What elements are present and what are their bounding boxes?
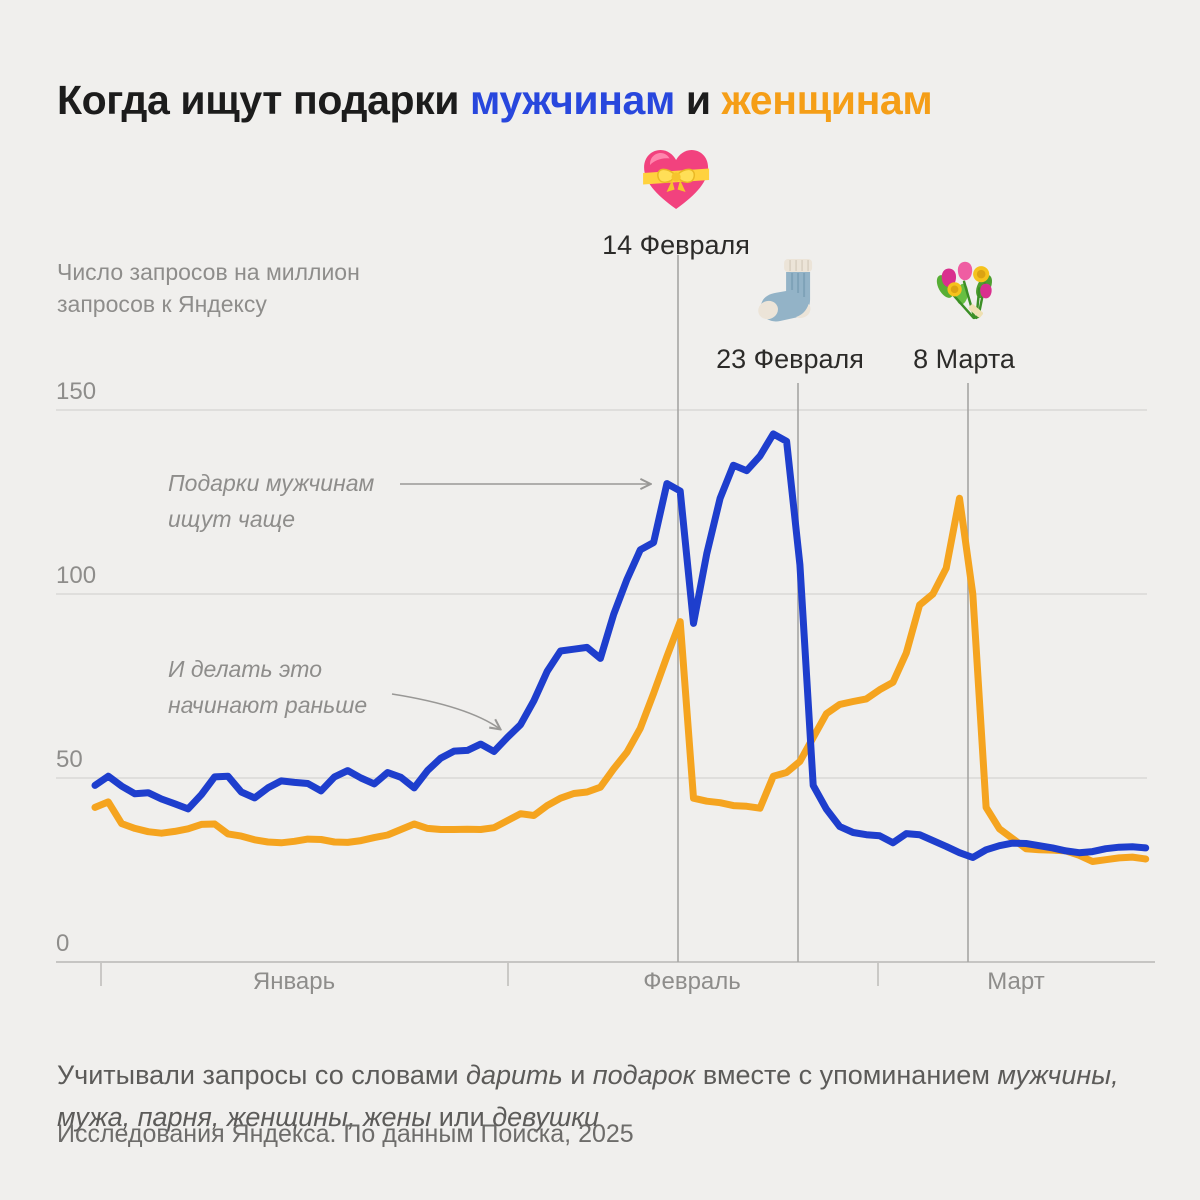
footnote-text-1: Учитывали запросы со словами (57, 1060, 467, 1090)
event-label-feb14: 14 Февраля (602, 230, 750, 260)
event-label-mar8: 8 Марта (913, 344, 1015, 374)
event-marker-mar8: 8 Марта (913, 258, 1015, 375)
footnote-italic-devushki: девушки (492, 1101, 600, 1132)
event-marker-feb23: 23 Февраля (716, 254, 864, 375)
x-tick-march: Март (987, 968, 1045, 995)
annotation-men-searched-more: Подарки мужчинам ищут чаще (168, 470, 375, 532)
title-text-1: Когда ищут подарки (57, 77, 471, 124)
title-men-word: мужчинам (470, 77, 675, 124)
y-tick-50: 50 (56, 746, 83, 773)
y-tick-100: 100 (56, 562, 97, 589)
footnote-italic-podarok: подарок (592, 1060, 696, 1090)
month-ticks (100, 963, 879, 986)
men-series-line (91, 430, 1150, 861)
title-text-2: и (674, 77, 722, 124)
footnote: Учитывали запросы со словами дарить и по… (57, 1055, 1157, 1139)
women-series-line (91, 494, 1150, 865)
y-tick-150: 150 (56, 378, 97, 405)
footnote-text-3: вместе с упоминанием (695, 1060, 998, 1090)
annotation-arrow-earlier (391, 693, 500, 729)
annotation-start-earlier: И делать это начинают раньше (168, 656, 368, 718)
gift-heart-icon (642, 150, 709, 209)
footnote-text-4: или (431, 1101, 493, 1132)
y-gridlines (56, 409, 1155, 963)
footnote-italic-mentions: мужчины, мужа, парня, женщины, жены (57, 1060, 1119, 1132)
event-lines (677, 255, 969, 962)
y-axis-unit-label: Число запросов на миллион запросов к Янд… (57, 259, 360, 318)
bouquet-icon (936, 261, 992, 320)
footnote-italic-darit: дарить (466, 1060, 563, 1090)
x-tick-january: Январь (252, 968, 336, 995)
footnote-text-2: и (562, 1060, 593, 1090)
y-tick-0: 0 (56, 930, 70, 957)
socks-icon (758, 259, 812, 322)
source-credit: Исследования Яндекса. По данным Поиска, … (57, 1120, 634, 1148)
event-label-feb23: 23 Февраля (716, 344, 864, 374)
annotation-arrows (391, 484, 650, 729)
title-women-word: женщинам (721, 77, 933, 124)
event-marker-feb14: 14 Февраля (602, 140, 750, 261)
page-title: Когда ищут подарки мужчинам и женщинам (57, 77, 933, 124)
x-tick-february: Февраль (643, 968, 741, 995)
